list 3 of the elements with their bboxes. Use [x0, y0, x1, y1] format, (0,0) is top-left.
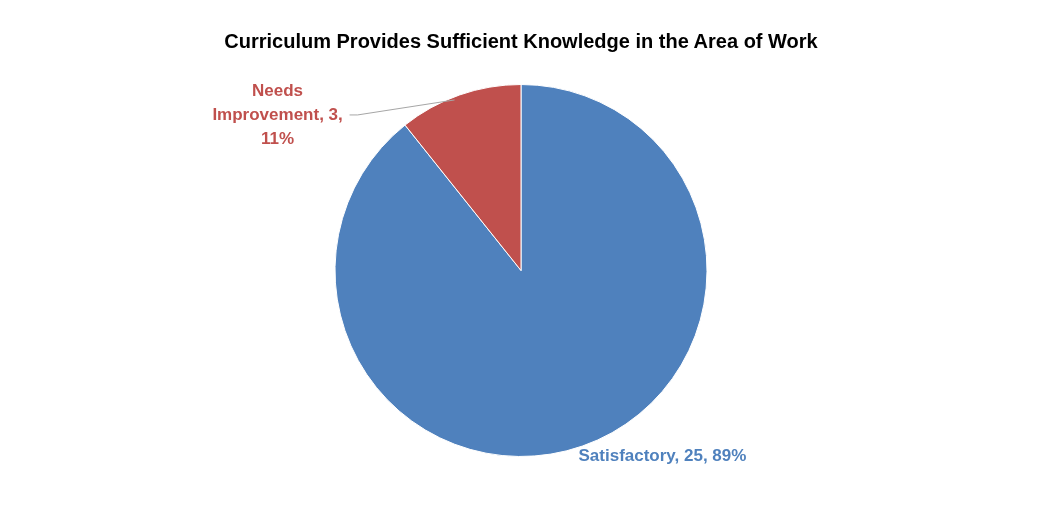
slice-label: Needs Improvement, 3, 11% — [212, 80, 343, 148]
slice-label: Satisfactory, 25, 89% — [578, 445, 747, 465]
chart-title: Curriculum Provides Sufficient Knowledge in the Area of Work — [224, 29, 819, 52]
